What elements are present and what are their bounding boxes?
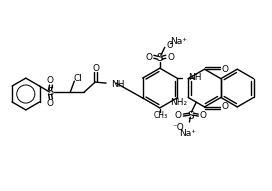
Text: NH: NH bbox=[111, 80, 125, 89]
Text: O: O bbox=[92, 64, 99, 73]
Text: O: O bbox=[200, 111, 207, 120]
Text: O: O bbox=[167, 41, 173, 50]
Text: O: O bbox=[222, 65, 229, 74]
Text: Cl: Cl bbox=[74, 74, 83, 83]
Text: S: S bbox=[187, 111, 194, 121]
Text: O: O bbox=[47, 76, 54, 85]
Text: O: O bbox=[222, 102, 229, 111]
Text: O: O bbox=[175, 111, 182, 120]
Text: NH: NH bbox=[188, 73, 202, 82]
Text: Na⁺: Na⁺ bbox=[170, 37, 187, 46]
Text: NH₂: NH₂ bbox=[170, 98, 187, 107]
Text: O: O bbox=[47, 100, 54, 108]
Text: ⁻O: ⁻O bbox=[173, 122, 184, 132]
Text: O: O bbox=[146, 53, 152, 62]
Text: CH₃: CH₃ bbox=[154, 111, 168, 120]
Text: S: S bbox=[47, 87, 54, 97]
Text: S: S bbox=[156, 53, 163, 63]
Text: Na⁺: Na⁺ bbox=[179, 129, 196, 138]
Text: O: O bbox=[167, 53, 174, 62]
